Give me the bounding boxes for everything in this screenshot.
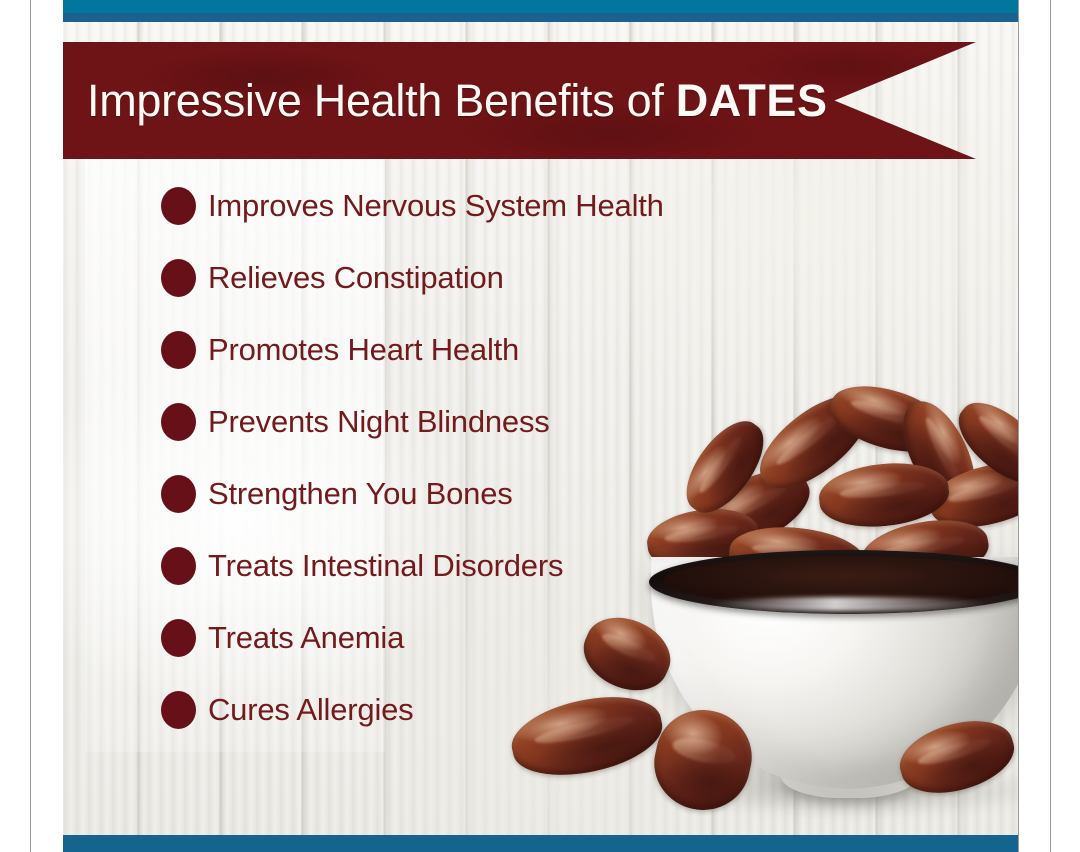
dates-photograph bbox=[63, 22, 1018, 835]
benefits-list: Improves Nervous System Health Relieves … bbox=[161, 182, 781, 733]
benefit-label: Promotes Heart Health bbox=[208, 332, 520, 367]
bullet-dot-icon bbox=[161, 546, 196, 585]
page-rule-right-1 bbox=[1018, 0, 1019, 852]
bowl-rim-highlight bbox=[709, 597, 989, 611]
header-ribbon: Impressive Health Benefits of DATES bbox=[63, 42, 976, 159]
bullet-dot-icon bbox=[161, 186, 196, 225]
benefit-label: Treats Intestinal Disorders bbox=[208, 548, 564, 583]
benefit-label: Strengthen You Bones bbox=[208, 476, 513, 511]
benefit-label: Prevents Night Blindness bbox=[208, 404, 550, 439]
bullet-dot-icon bbox=[161, 402, 196, 441]
benefit-label: Improves Nervous System Health bbox=[208, 188, 664, 223]
list-item: Promotes Heart Health bbox=[161, 326, 781, 373]
list-item: Treats Anemia bbox=[161, 614, 781, 661]
top-accent-bar-light bbox=[63, 0, 1018, 13]
top-accent-bar-dark bbox=[63, 13, 1018, 22]
page-title-prefix: Impressive Health Benefits of bbox=[87, 75, 676, 126]
page-rule-right-2 bbox=[1050, 0, 1051, 852]
page-rule-left bbox=[30, 0, 31, 852]
list-item: Relieves Constipation bbox=[161, 254, 781, 301]
list-item: Strengthen You Bones bbox=[161, 470, 781, 517]
benefit-label: Treats Anemia bbox=[208, 620, 405, 655]
list-item: Improves Nervous System Health bbox=[161, 182, 781, 229]
list-item: Prevents Night Blindness bbox=[161, 398, 781, 445]
bullet-dot-icon bbox=[161, 690, 196, 729]
benefit-label: Cures Allergies bbox=[208, 692, 414, 727]
benefit-label: Relieves Constipation bbox=[208, 260, 504, 295]
bottom-accent-bar bbox=[63, 835, 1018, 852]
bullet-dot-icon bbox=[161, 330, 196, 369]
infographic-card: Impressive Health Benefits of DATES Impr… bbox=[63, 0, 1018, 852]
list-item: Cures Allergies bbox=[161, 686, 781, 733]
page-title-emphasis: DATES bbox=[675, 75, 828, 126]
bullet-dot-icon bbox=[161, 258, 196, 297]
bullet-dot-icon bbox=[161, 618, 196, 657]
list-backdrop-panel bbox=[85, 152, 385, 752]
list-item: Treats Intestinal Disorders bbox=[161, 542, 781, 589]
page-title: Impressive Health Benefits of DATES bbox=[87, 78, 827, 123]
top-accent-bar bbox=[63, 0, 1018, 22]
bullet-dot-icon bbox=[161, 474, 196, 513]
